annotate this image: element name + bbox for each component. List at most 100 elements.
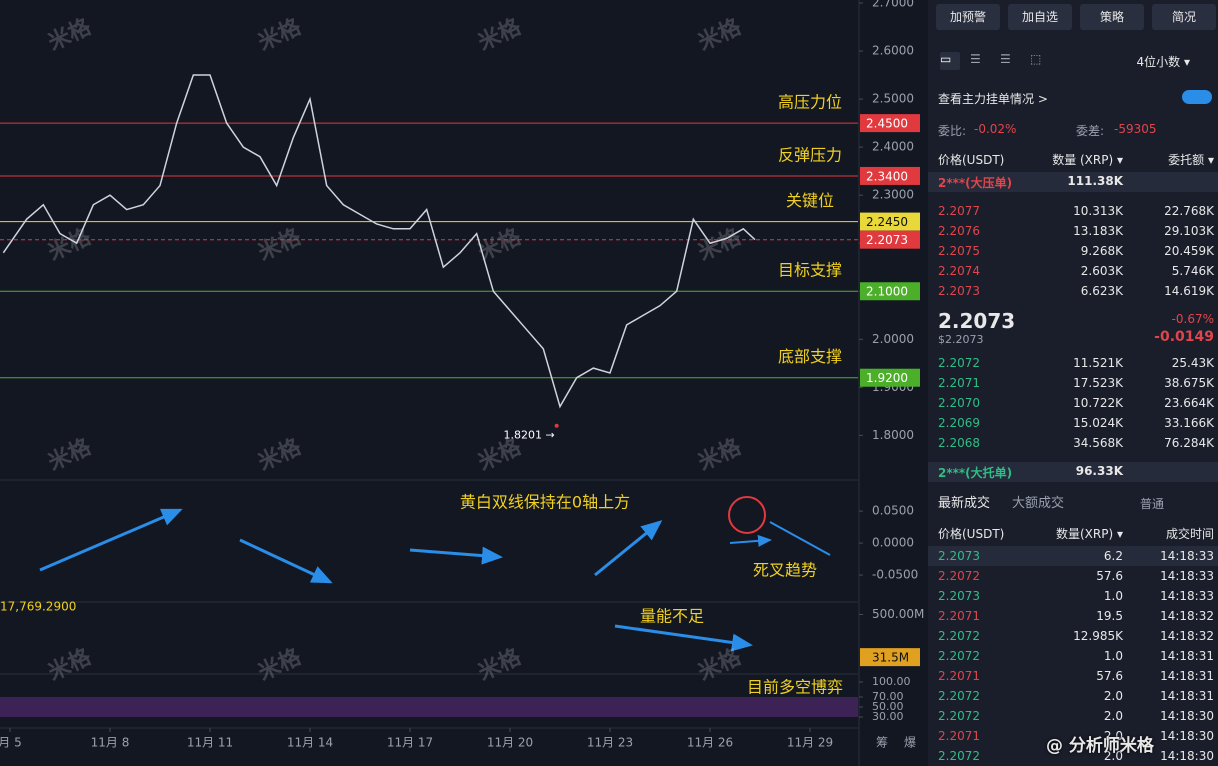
trade-price: 2.2071 [938,609,980,623]
trade-time: 14:18:33 [1160,569,1214,583]
big-ask-label: 2***(大压单) [938,176,1013,190]
y-tick-label: 1.8000 [872,428,914,442]
x-tick-label: 11月 20 [487,736,533,750]
volume-header: 17,769.2900 [0,600,76,614]
quantity: 34.568K [1073,436,1123,450]
trade-quantity: 57.6 [1096,669,1123,683]
price: 2.2068 [938,436,980,450]
trade-tab[interactable]: 最新成交 [938,496,991,511]
y-tick-label: 50.00 [872,700,904,713]
level-badge [860,166,920,185]
trade-quantity: 2.0 [1103,689,1123,703]
change-pct: -0.67% [1171,312,1214,326]
level-note: 反弹压力 [778,145,842,164]
diff-label: 委差: [1076,124,1105,138]
y-tick-label: 0.0500 [872,504,914,518]
trade-time: 14:18:30 [1160,749,1214,763]
x-tick-label: 11月 26 [687,736,733,750]
big-bid-bg [928,462,1218,482]
last-usd: $2.2073 [938,333,984,346]
big-ask-bg [928,172,1218,192]
quantity: 11.521K [1073,356,1123,370]
trade-time: 14:18:33 [1160,589,1214,603]
y-tick-label: 30.00 [872,710,904,723]
trade-price: 2.2073 [938,549,980,563]
annotation: 目前多空博弈 [747,678,843,697]
y-tick-label: 2.0000 [872,332,914,346]
decimals-select[interactable]: 4位小数 ▾ [1136,55,1190,69]
amount: 76.284K [1164,436,1214,450]
column-header: 价格(USDT) [938,153,1005,167]
amount: 38.675K [1164,376,1214,390]
trade-time: 14:18:32 [1160,609,1214,623]
level-badge [860,114,920,133]
amount: 25.43K [1171,356,1214,370]
trade-price: 2.2072 [938,709,980,723]
diff: -59305 [1114,122,1157,136]
level-label: 2.1000 [866,285,908,299]
price: 2.2071 [938,376,980,390]
level-badge [860,282,920,301]
button[interactable]: 加自选 [1008,4,1072,30]
ratio: -0.02% [974,122,1017,136]
x-tick-label: 11月 17 [387,736,433,750]
annotation: 量能不足 [640,607,704,626]
view-tab[interactable]: ▭ [940,52,960,70]
watermark: 米格 [694,13,746,56]
quantity: 13.183K [1073,224,1123,238]
trade-quantity: 6.2 [1103,549,1123,563]
level-note: 底部支撑 [778,347,842,366]
trade-quantity: 1.0 [1103,589,1123,603]
price: 2.2076 [938,224,980,238]
amount: 20.459K [1164,244,1214,258]
trade-quantity: 2.0 [1103,749,1123,763]
amount: 29.103K [1164,224,1214,238]
annotation: 死叉趋势 [753,561,817,580]
button[interactable]: 策略 [1080,4,1144,30]
quantity: 9.268K [1080,244,1123,258]
trade-price: 2.2071 [938,669,980,683]
watermark: 米格 [44,643,96,686]
level-label: 2.2073 [866,233,908,247]
trade-tab[interactable]: 大额成交 [1012,496,1065,511]
price: 2.2075 [938,244,980,258]
corner-label: 筹 [876,736,888,750]
price: 2.2072 [938,356,980,370]
watermark: 米格 [254,223,306,266]
view-tab[interactable]: ☰ [1000,52,1011,66]
amount: 14.619K [1164,284,1214,298]
x-tick-label: 11月 14 [287,736,333,750]
quantity: 10.722K [1073,396,1123,410]
big-ask-amount: 111.38K [1067,174,1123,188]
view-tab[interactable]: ⬚ [1030,52,1042,66]
y-tick-label: 500.00M [872,607,924,621]
trade-quantity: 57.6 [1096,569,1123,583]
trade-price: 2.2071 [938,729,980,743]
column-header: 价格(USDT) [938,527,1005,541]
watermark: 米格 [694,433,746,476]
trade-price: 2.2072 [938,629,980,643]
watermark: 米格 [474,13,526,56]
button[interactable]: 简况 [1152,4,1216,30]
main-orders-link[interactable]: 查看主力挂单情况 > [938,92,1048,106]
y-tick-label: 2.4000 [872,140,914,154]
column-header: 委托额 ▾ [1168,153,1214,167]
y-tick-label: 70.00 [872,690,904,703]
trade-time: 14:18:32 [1160,629,1214,643]
level-badge [860,368,920,387]
last-price: 2.2073 [938,309,1016,333]
quantity: 6.623K [1080,284,1123,298]
button[interactable]: 加预警 [936,4,1000,30]
trade-price: 2.2072 [938,689,980,703]
level-note: 高压力位 [778,93,842,112]
annotation: 黄白双线保持在0轴上方 [460,493,630,512]
toggle[interactable] [1182,90,1212,104]
view-tab[interactable]: ☰ [970,52,981,66]
column-header: 成交时间 [1165,527,1214,541]
last-volume-badge [860,648,920,667]
big-bid-amount: 96.33K [1075,464,1123,478]
normal-filter[interactable]: 普通 [1140,497,1165,511]
watermark: 米格 [474,643,526,686]
trade-quantity: 19.5 [1096,609,1123,623]
